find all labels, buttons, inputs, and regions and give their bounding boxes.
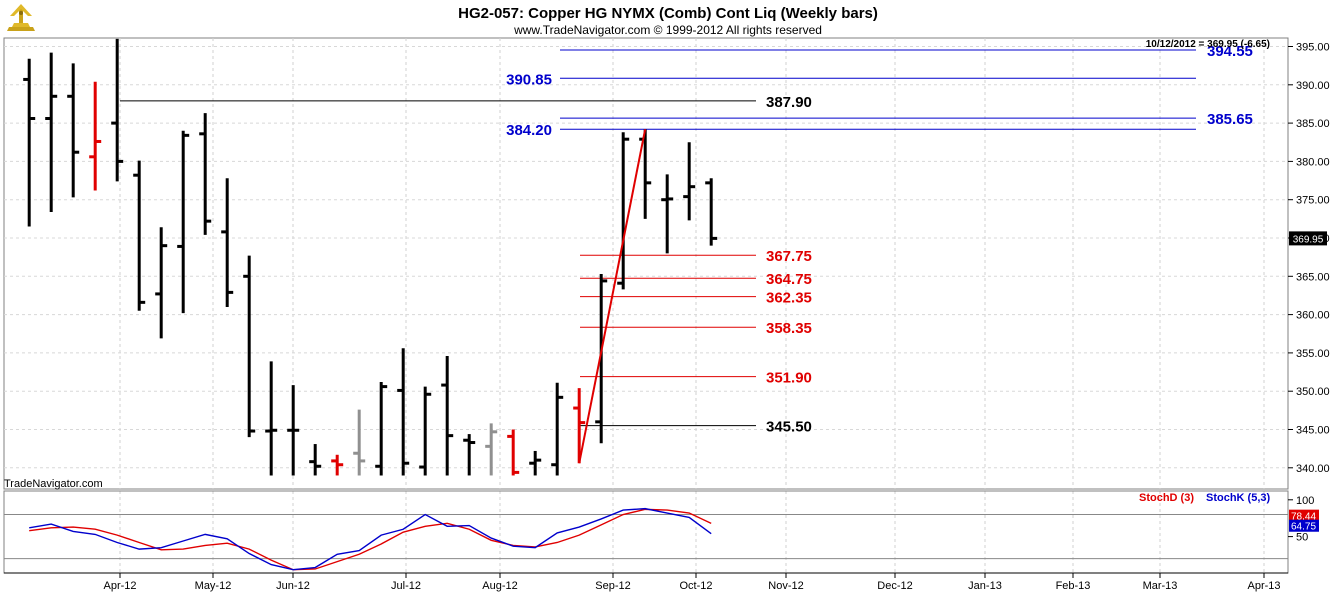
price-axis-label: 395.00 bbox=[1296, 42, 1330, 54]
stochk-line bbox=[29, 507, 712, 571]
price-bar bbox=[89, 81, 102, 191]
swing-trend-line bbox=[578, 129, 647, 464]
time-axis-label: Feb-13 bbox=[1056, 580, 1091, 592]
level-label: 390.85 bbox=[506, 71, 552, 88]
price-bar bbox=[551, 382, 564, 476]
time-axis-label: Jun-12 bbox=[276, 580, 310, 592]
price-bar bbox=[441, 355, 454, 476]
price-bars bbox=[23, 38, 718, 476]
time-axis-label: Dec-12 bbox=[877, 580, 912, 592]
price-bar bbox=[353, 409, 366, 476]
stochd-value-label: 78.44 bbox=[1291, 512, 1316, 523]
stochd-legend: StochD (3) bbox=[1139, 492, 1194, 504]
stochd-value-tag bbox=[1289, 509, 1319, 522]
price-bar bbox=[595, 274, 608, 444]
price-bar bbox=[617, 132, 630, 290]
price-bar bbox=[265, 361, 278, 476]
price-axis-label: 380.00 bbox=[1296, 156, 1330, 168]
price-axis-label: 365.00 bbox=[1296, 271, 1330, 283]
level-lines: 394.55 390.85 387.90 385.65 384.20 367.75 364.… bbox=[120, 43, 1253, 436]
time-axis-label: Apr-13 bbox=[1247, 580, 1280, 592]
price-bar bbox=[155, 227, 168, 339]
stochastic-axis-label: 100 bbox=[1296, 495, 1314, 507]
level-label: 364.75 bbox=[766, 271, 812, 288]
price-axis-label: 345.00 bbox=[1296, 425, 1330, 437]
price-bar bbox=[309, 444, 322, 476]
price-bar bbox=[419, 386, 432, 476]
stochk-legend: StochK (5,3) bbox=[1206, 492, 1271, 504]
price-bar bbox=[221, 178, 234, 307]
time-axis-label: Aug-12 bbox=[482, 580, 517, 592]
price-axis-label: 375.00 bbox=[1296, 195, 1330, 207]
price-bar bbox=[243, 255, 256, 438]
time-axis-label: Mar-13 bbox=[1143, 580, 1178, 592]
grid-lines bbox=[3, 37, 1289, 573]
price-bar bbox=[683, 142, 696, 221]
price-axis-label: 340.00 bbox=[1296, 463, 1330, 475]
time-axis-label: Jan-13 bbox=[968, 580, 1002, 592]
price-bar bbox=[463, 434, 476, 476]
stochk-value-label: 64.75 bbox=[1291, 522, 1316, 533]
level-label: 367.75 bbox=[766, 248, 812, 265]
price-bar bbox=[705, 178, 718, 246]
level-label: 362.35 bbox=[766, 290, 812, 307]
price-bar bbox=[375, 382, 388, 476]
price-axis: 340.00345.00350.00355.00360.00365.00370.… bbox=[1288, 42, 1330, 475]
last-price-tag-label: 369.95 bbox=[1293, 234, 1324, 245]
stochk-value-tag bbox=[1289, 519, 1319, 532]
stochd-line bbox=[29, 508, 712, 571]
price-bar bbox=[507, 429, 520, 476]
time-axis-label: Apr-12 bbox=[103, 580, 136, 592]
price-axis-label: 355.00 bbox=[1296, 348, 1330, 360]
watermark-text: TradeNavigator.com bbox=[4, 478, 103, 490]
price-bar bbox=[177, 130, 190, 314]
price-bar bbox=[397, 348, 410, 476]
price-bar bbox=[529, 450, 542, 476]
price-axis-label: 390.00 bbox=[1296, 80, 1330, 92]
level-label: 387.90 bbox=[766, 94, 812, 111]
quote-readout: 10/12/2012 = 369.95 (-6.65) bbox=[1146, 39, 1270, 50]
stochastic-axis-label: 50 bbox=[1296, 532, 1308, 544]
price-bar bbox=[287, 385, 300, 476]
tradenavigator-logo-icon bbox=[7, 4, 35, 31]
chart-title: HG2-057: Copper HG NYMX (Comb) Cont Liq … bbox=[458, 5, 878, 22]
last-price-tag bbox=[1289, 231, 1327, 246]
price-axis-label: 385.00 bbox=[1296, 118, 1330, 130]
time-axis: Apr-12 May-12 Jun-12 Jul-12 Aug-12 Sep-12 Oct-… bbox=[4, 572, 1288, 592]
price-bar bbox=[639, 129, 652, 219]
price-bar bbox=[67, 63, 80, 198]
price-bar bbox=[661, 174, 674, 254]
copyright-text: www.TradeNavigator.com © 1999-2012 All r… bbox=[513, 23, 822, 37]
price-panel-frame bbox=[3, 37, 1289, 490]
level-label: 394.55 bbox=[1207, 43, 1253, 60]
time-axis-label: Nov-12 bbox=[768, 580, 803, 592]
time-axis-label: Sep-12 bbox=[595, 580, 630, 592]
price-bar bbox=[199, 113, 212, 235]
price-bar bbox=[111, 38, 124, 182]
price-bar bbox=[485, 423, 498, 476]
level-label: 345.50 bbox=[766, 419, 812, 436]
level-label: 385.65 bbox=[1207, 111, 1253, 128]
time-axis-label: May-12 bbox=[195, 580, 232, 592]
price-axis-label: 350.00 bbox=[1296, 386, 1330, 398]
price-bar bbox=[133, 160, 146, 311]
level-label: 351.90 bbox=[766, 370, 812, 387]
stochastic-panel-frame bbox=[3, 490, 1289, 574]
time-axis-label: Jul-12 bbox=[391, 580, 421, 592]
price-bar bbox=[23, 58, 36, 227]
level-label: 358.35 bbox=[766, 320, 812, 337]
level-label: 384.20 bbox=[506, 122, 552, 139]
price-bar bbox=[331, 454, 344, 476]
price-axis-label: 360.00 bbox=[1296, 310, 1330, 322]
price-bar bbox=[45, 52, 58, 212]
price-bar bbox=[573, 388, 586, 464]
time-axis-label: Oct-12 bbox=[679, 580, 712, 592]
